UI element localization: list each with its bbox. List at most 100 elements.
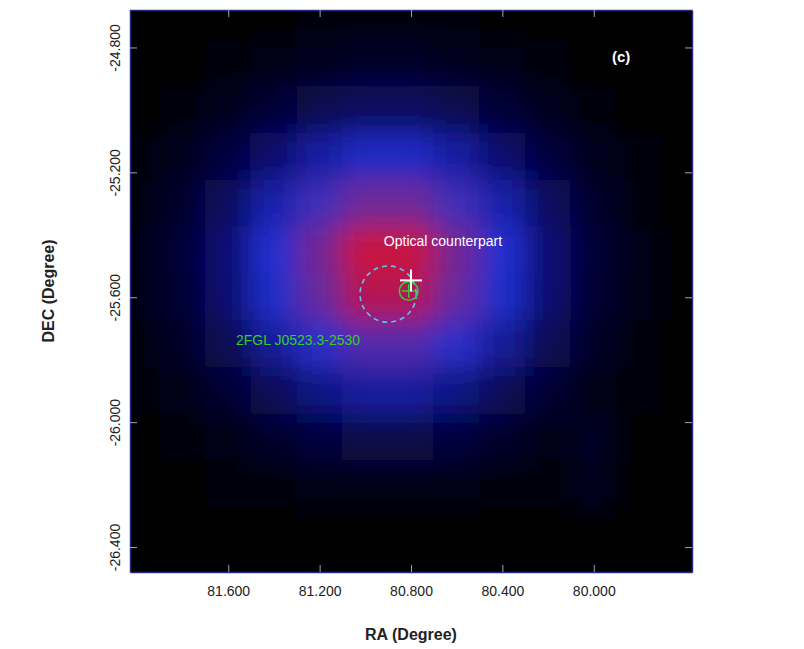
heat-cell [479, 273, 526, 321]
heat-cell [433, 180, 480, 228]
heat-cell [296, 414, 343, 462]
cross-marker [400, 269, 422, 291]
heat-cell [251, 133, 298, 181]
heat-cell [130, 414, 160, 462]
heat-cell [570, 180, 617, 228]
heat-cell [433, 367, 480, 415]
tick-label: -25.600 [107, 274, 123, 322]
tick: -25.200 [107, 149, 137, 197]
heat-cell [662, 320, 692, 368]
tick-mark [502, 565, 503, 572]
heat-cell [662, 414, 692, 462]
heat-cell [570, 226, 617, 274]
tick: -25.600 [107, 274, 137, 322]
tick: -26.400 [107, 524, 137, 572]
heat-cell [616, 133, 663, 181]
axis-line [130, 11, 132, 573]
heat-cell [159, 507, 206, 555]
heat-cell [570, 133, 617, 181]
heat-cell [662, 180, 692, 228]
y-axis-right [685, 11, 693, 573]
tick: 80.000 [573, 565, 616, 599]
heat-cell [616, 320, 663, 368]
heat-cell [251, 554, 298, 572]
heat-cell [616, 367, 663, 415]
heat-cell [662, 86, 692, 134]
tick [320, 10, 321, 17]
heat-cell [130, 461, 160, 509]
heat-cell [159, 554, 206, 572]
heat-cell [479, 10, 526, 40]
y-axis: -24.800 -25.200 -25.600 -26.000 -26.400 [107, 11, 137, 573]
heat-cell [525, 39, 572, 87]
heat-cell [296, 10, 343, 40]
tick-mark [130, 172, 137, 173]
tick-label: 80.800 [390, 583, 433, 599]
tick-mark [320, 10, 321, 17]
annotation: Optical counterpart [384, 233, 502, 249]
tick: -26.000 [107, 399, 137, 447]
heat-cell [159, 10, 206, 40]
heat-cell [433, 39, 480, 87]
tick-mark [228, 10, 229, 17]
heat-cell [479, 461, 526, 509]
tick-mark [320, 565, 321, 572]
heat-cell [205, 273, 252, 321]
heat-cell [525, 554, 572, 572]
heat-cell [388, 554, 435, 572]
error-circle [360, 266, 416, 322]
heat-cell [662, 133, 692, 181]
tick: 81.600 [207, 565, 250, 599]
heat-cell [525, 507, 572, 555]
x-axis: 81.60081.20080.80080.40080.000 [131, 565, 693, 599]
heat-cell [130, 226, 160, 274]
heat-cell [525, 461, 572, 509]
heat-cell [159, 133, 206, 181]
heat-cell [342, 554, 389, 572]
heat-cell [479, 133, 526, 181]
tick: 80.800 [390, 565, 433, 599]
tick-mark [130, 547, 137, 548]
heat-cell [388, 10, 435, 40]
heat-cell [130, 273, 160, 321]
heat-cell [130, 554, 160, 572]
chart: 81.60081.20080.80080.40080.000-24.800-25… [0, 0, 804, 649]
tick-mark [411, 10, 412, 17]
heat-cell [616, 226, 663, 274]
tick-mark [130, 297, 137, 298]
heat-cell [130, 507, 160, 555]
heat-cell [130, 10, 160, 40]
heat-cell [433, 414, 480, 462]
heat-cell [479, 39, 526, 87]
tick-mark [594, 10, 595, 17]
tick-label: -26.000 [107, 399, 123, 447]
heat-cell [251, 180, 298, 228]
heatmap [130, 10, 692, 572]
heat-cell [342, 273, 389, 321]
heat-cell [525, 226, 572, 274]
heat-cell [296, 226, 343, 274]
tick-mark [502, 10, 503, 17]
heat-cell [479, 320, 526, 368]
heat-cell [433, 10, 480, 40]
heat-cell [479, 554, 526, 572]
tick [411, 10, 412, 17]
heat-cell [570, 461, 617, 509]
heat-cell [570, 10, 617, 40]
heat-cell [570, 507, 617, 555]
tick [685, 547, 692, 548]
heat-cell [662, 461, 692, 509]
heat-cell [205, 10, 252, 40]
heat-cell [662, 273, 692, 321]
tick [685, 297, 692, 298]
tick-label: -24.800 [107, 24, 123, 72]
source-circle [399, 282, 418, 301]
heat-cell [433, 86, 480, 134]
heat-cell [662, 507, 692, 555]
tick-mark [228, 565, 229, 572]
heat-cell [342, 461, 389, 509]
heat-cell [159, 367, 206, 415]
heat-cell [388, 133, 435, 181]
cross-v [410, 269, 412, 291]
tick-label: 81.200 [299, 583, 342, 599]
